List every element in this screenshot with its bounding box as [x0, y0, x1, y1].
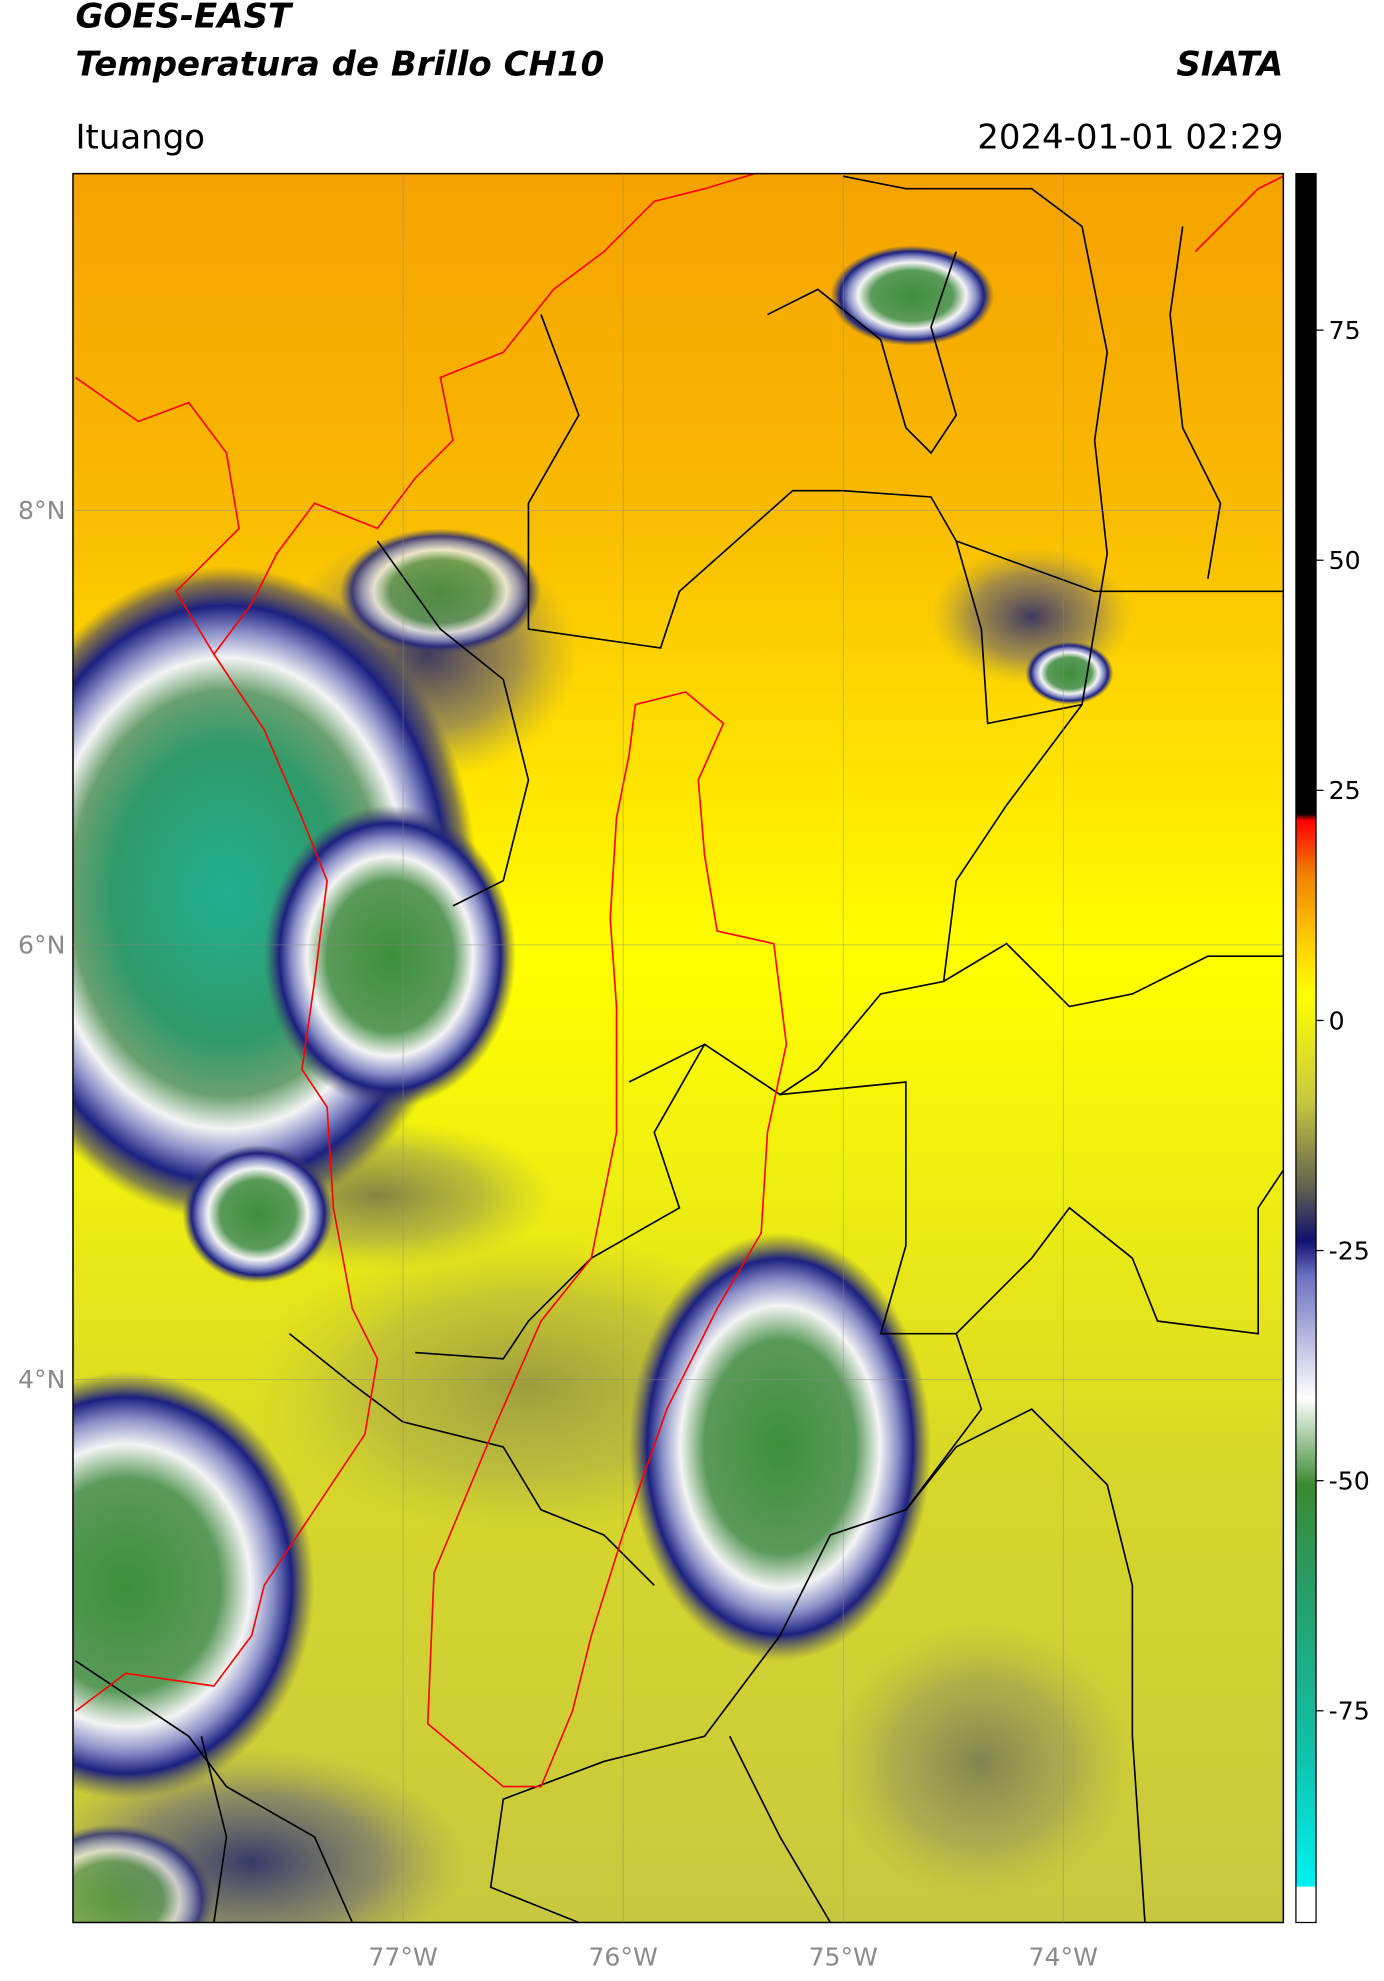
title: GOES-EAST [75, 0, 293, 37]
colorbar-tick-label: 75 [1329, 316, 1361, 345]
lon-label: 74°W [1029, 1942, 1099, 1971]
graticule: 77°W 76°W 75°W 74°W 4°N 6°N 8°N [18, 173, 1284, 1971]
imagery [72, 173, 1284, 1923]
colorbar-ticks: -75 -50 -25 0 25 50 75 [1316, 316, 1370, 1726]
subtitle: Temperatura de Brillo CH10 [75, 44, 604, 84]
colorbar-tick-label: 50 [1329, 546, 1361, 575]
lon-label: 75°W [808, 1942, 878, 1971]
colorbar-tick-label: 0 [1329, 1006, 1345, 1035]
colorbar-tick-label: 25 [1329, 776, 1361, 805]
colorbar [1295, 172, 1317, 1924]
datetime: 2024-01-01 02:29 [977, 117, 1283, 157]
lat-label: 8°N [18, 496, 65, 525]
map-frame [72, 172, 1285, 1924]
colorbar-tick-label: -75 [1329, 1697, 1370, 1726]
region: Ituango [75, 117, 205, 157]
colorbar-tick-label: -50 [1329, 1466, 1370, 1495]
agency: SIATA [1176, 44, 1283, 84]
lon-label: 77°W [368, 1942, 438, 1971]
lat-label: 4°N [18, 1365, 65, 1394]
lon-label: 76°W [588, 1942, 658, 1971]
colorbar-tick-label: -25 [1329, 1236, 1370, 1265]
lat-label: 6°N [18, 931, 65, 960]
